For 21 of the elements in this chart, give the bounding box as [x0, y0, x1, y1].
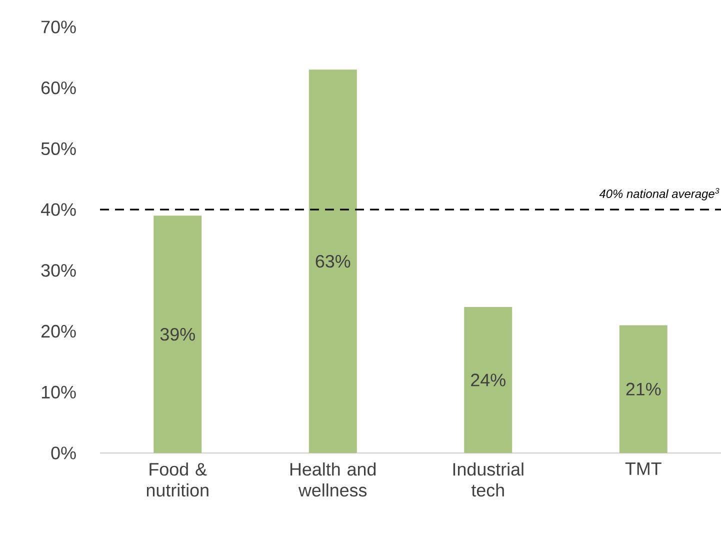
- y-tick-label: 30%: [41, 264, 76, 277]
- x-tick-label: Industrial tech: [453, 462, 524, 497]
- y-tick-label: 0%: [51, 446, 76, 460]
- data-label: 39%: [160, 328, 195, 341]
- x-tick-label: TMT: [625, 462, 662, 475]
- data-label: 63%: [316, 254, 350, 268]
- bar: [464, 306, 512, 453]
- bar: [619, 325, 668, 453]
- bar: [308, 70, 357, 453]
- y-tick-label: 10%: [42, 386, 76, 398]
- y-tick-label: 20%: [41, 324, 76, 338]
- x-tick-label: Health and wellness: [290, 462, 376, 497]
- y-tick-label: 50%: [41, 142, 76, 156]
- data-label: 24%: [471, 374, 506, 386]
- bar: [154, 216, 202, 453]
- data-label: 21%: [626, 382, 661, 396]
- y-tick-label: 70%: [42, 20, 76, 34]
- y-tick-label: 60%: [41, 82, 76, 94]
- x-tick-label: Food & nutrition: [146, 462, 208, 497]
- ref-line-label: 40% national average$^{3}$: [599, 188, 720, 200]
- y-tick-label: 40%: [40, 203, 76, 216]
